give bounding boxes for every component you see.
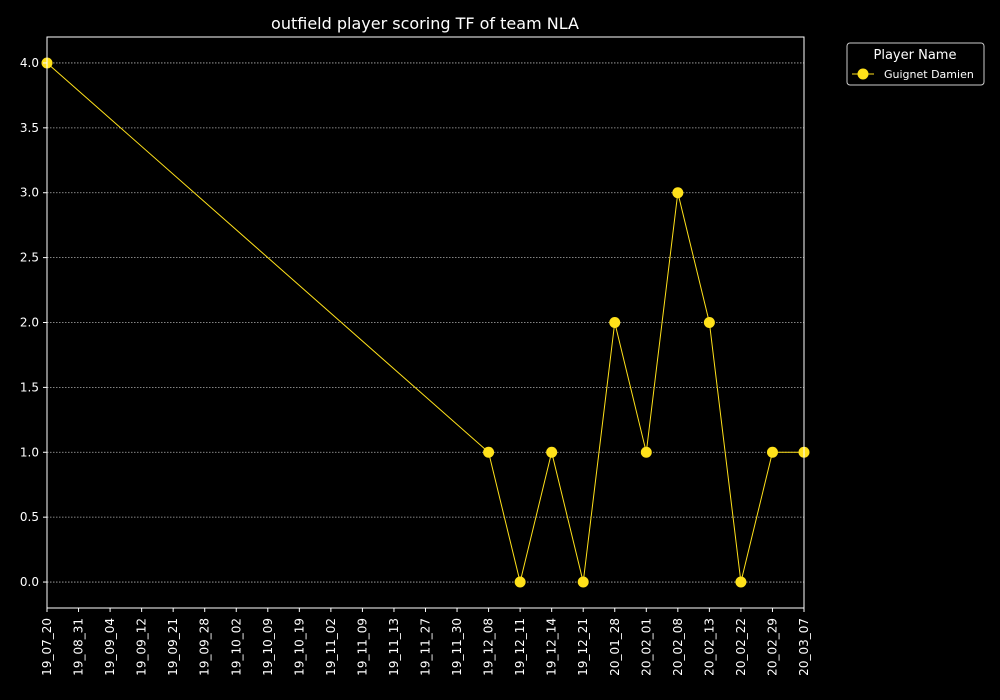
legend-title: Player Name: [874, 48, 957, 63]
y-axis: 0.0 0.5 1.0 1.5 2.0 2.5 3.0 3.5 4.0: [20, 56, 47, 589]
x-tick-label: 20_02_29: [765, 618, 779, 676]
x-axis: 19_07_20 19_08_31 19_09_04 19_09_12 19_09_21…: [40, 608, 811, 676]
x-tick-label: 19_10_02: [229, 618, 243, 676]
legend: Player Name Guignet Damien: [846, 42, 985, 86]
x-tick-label: 19_10_09: [261, 618, 275, 676]
x-tick-label: 19_12_11: [513, 618, 527, 676]
data-point: [609, 317, 621, 328]
y-tick-label: 4.0: [20, 56, 39, 70]
data-point: [672, 187, 684, 199]
x-tick-label: 19_09_04: [103, 618, 117, 676]
x-tick-label: 19_12_08: [482, 618, 496, 676]
x-tick-label: 19_11_02: [324, 618, 338, 676]
y-tick-label: 2.5: [20, 251, 39, 265]
data-point: [546, 446, 558, 458]
y-tick-label: 1.0: [20, 445, 39, 459]
grid-lines: [47, 62, 804, 583]
y-tick-label: 2.0: [20, 316, 39, 330]
x-tick-label: 20_02_13: [702, 618, 716, 676]
x-tick-label: 19_09_28: [198, 618, 212, 676]
x-tick-label: 19_12_14: [545, 618, 559, 676]
y-tick-label: 0.0: [20, 575, 39, 589]
data-point: [514, 576, 526, 588]
x-tick-label: 19_12_21: [576, 618, 590, 676]
y-tick-label: 1.5: [20, 380, 39, 394]
x-tick-label: 19_09_21: [166, 618, 180, 676]
x-tick-label: 19_11_27: [419, 618, 433, 676]
chart-title: outfield player scoring TF of team NLA: [271, 14, 579, 33]
legend-marker: [857, 68, 869, 80]
data-point: [735, 576, 747, 588]
data-point: [483, 446, 495, 458]
x-tick-label: 19_09_12: [135, 618, 149, 676]
x-tick-label: 19_11_13: [387, 618, 401, 676]
data-point: [766, 446, 778, 458]
x-tick-label: 19_07_20: [40, 618, 54, 676]
series-layer: [41, 57, 810, 588]
x-tick-label: 19_08_31: [72, 618, 86, 676]
x-tick-label: 20_02_01: [639, 618, 653, 676]
x-tick-label: 19_11_09: [355, 618, 369, 676]
x-tick-label: 20_01_28: [608, 618, 622, 676]
data-point: [703, 317, 715, 328]
x-tick-label: 20_02_22: [734, 618, 748, 676]
legend-entry-label: Guignet Damien: [884, 68, 974, 81]
data-point: [577, 576, 589, 588]
y-tick-label: 3.0: [20, 186, 39, 200]
data-point: [640, 446, 652, 458]
x-tick-label: 20_02_08: [671, 618, 685, 676]
y-tick-label: 0.5: [20, 510, 39, 524]
x-tick-label: 20_03_07: [797, 618, 811, 676]
series-line: [46, 62, 804, 583]
y-tick-label: 3.5: [20, 121, 39, 135]
legend-box: [846, 42, 985, 86]
x-tick-label: 19_10_19: [292, 618, 306, 676]
x-tick-label: 19_11_30: [450, 618, 464, 676]
